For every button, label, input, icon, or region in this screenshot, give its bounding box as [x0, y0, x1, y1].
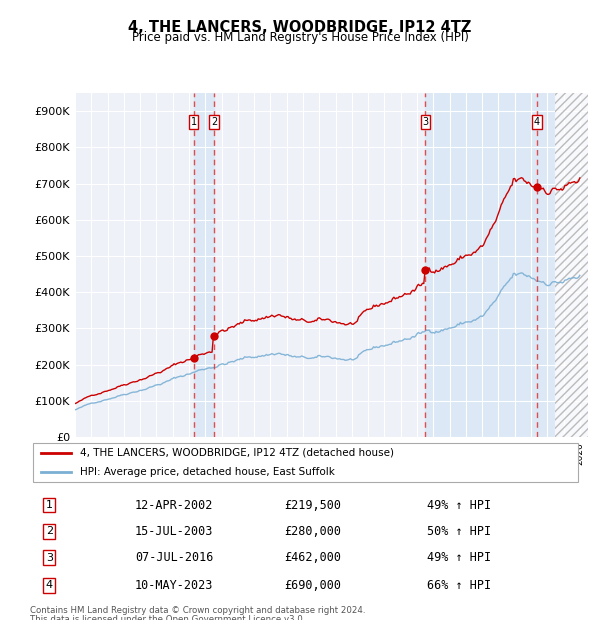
Bar: [537, 93, 556, 437]
Text: 4, THE LANCERS, WOODBRIDGE, IP12 4TZ: 4, THE LANCERS, WOODBRIDGE, IP12 4TZ: [128, 20, 472, 35]
Text: 49% ↑ HPI: 49% ↑ HPI: [427, 498, 491, 511]
Text: £462,000: £462,000: [284, 551, 341, 564]
Text: 50% ↑ HPI: 50% ↑ HPI: [427, 525, 491, 538]
Text: 66% ↑ HPI: 66% ↑ HPI: [427, 579, 491, 592]
Text: £690,000: £690,000: [284, 579, 341, 592]
Text: 4: 4: [534, 117, 540, 127]
Bar: [556, 93, 588, 437]
Text: 10-MAY-2023: 10-MAY-2023: [135, 579, 213, 592]
FancyBboxPatch shape: [33, 443, 578, 482]
Text: 2: 2: [46, 526, 53, 536]
Text: 12-APR-2002: 12-APR-2002: [135, 498, 213, 511]
Text: 07-JUL-2016: 07-JUL-2016: [135, 551, 213, 564]
Text: £219,500: £219,500: [284, 498, 341, 511]
Text: £280,000: £280,000: [284, 525, 341, 538]
Text: 1: 1: [190, 117, 197, 127]
Bar: [425, 93, 537, 437]
Text: 3: 3: [422, 117, 428, 127]
Text: Price paid vs. HM Land Registry's House Price Index (HPI): Price paid vs. HM Land Registry's House …: [131, 31, 469, 44]
Text: 4, THE LANCERS, WOODBRIDGE, IP12 4TZ (detached house): 4, THE LANCERS, WOODBRIDGE, IP12 4TZ (de…: [80, 448, 394, 458]
Text: HPI: Average price, detached house, East Suffolk: HPI: Average price, detached house, East…: [80, 467, 335, 477]
Text: 15-JUL-2003: 15-JUL-2003: [135, 525, 213, 538]
Bar: [194, 93, 214, 437]
Bar: [556, 93, 588, 437]
Text: This data is licensed under the Open Government Licence v3.0.: This data is licensed under the Open Gov…: [30, 615, 305, 620]
Text: 4: 4: [46, 580, 53, 590]
Text: 1: 1: [46, 500, 53, 510]
Text: 49% ↑ HPI: 49% ↑ HPI: [427, 551, 491, 564]
Text: Contains HM Land Registry data © Crown copyright and database right 2024.: Contains HM Land Registry data © Crown c…: [30, 606, 365, 616]
Text: 3: 3: [46, 553, 53, 563]
Text: 2: 2: [211, 117, 217, 127]
